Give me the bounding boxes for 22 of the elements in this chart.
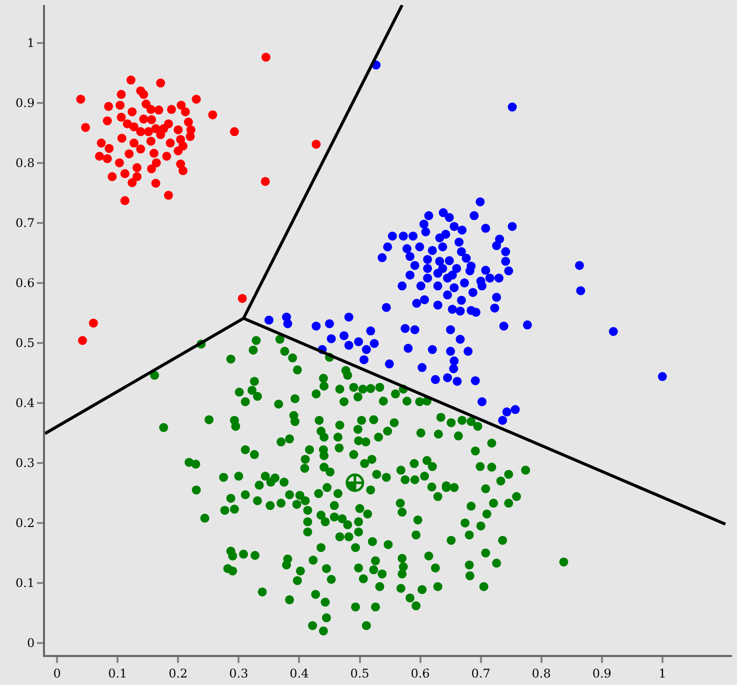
x-tick-label: 0.8 [532,666,551,680]
x-tick-label: 0.9 [592,666,612,680]
x-tick-label: 0.4 [290,666,310,680]
x-tick-label: 0.2 [168,666,188,680]
y-tick-label: 0.9 [16,96,35,110]
x-tick-label: 0.1 [108,666,128,680]
x-tick-label: 0 [53,666,61,680]
y-tick-label: 0.4 [16,396,35,410]
y-tick-label: 1 [26,36,35,50]
y-tick-label: 0.3 [16,456,35,470]
y-tick-label: 0 [26,636,35,650]
y-tick-label: 0.8 [16,156,35,170]
x-tick-label: 1 [658,666,666,680]
x-tick-label: 0.6 [410,666,430,680]
y-tick-label: 0.2 [16,516,35,530]
x-tick-label: 0.3 [229,666,248,680]
y-tick-label: 0.1 [16,576,35,590]
x-tick-label: 0.7 [471,666,490,680]
y-tick-label: 0.6 [16,276,35,290]
y-tick-label: 0.5 [16,336,35,350]
x-tick-label: 0.5 [350,666,370,680]
y-tick-label: 0.7 [16,216,35,230]
